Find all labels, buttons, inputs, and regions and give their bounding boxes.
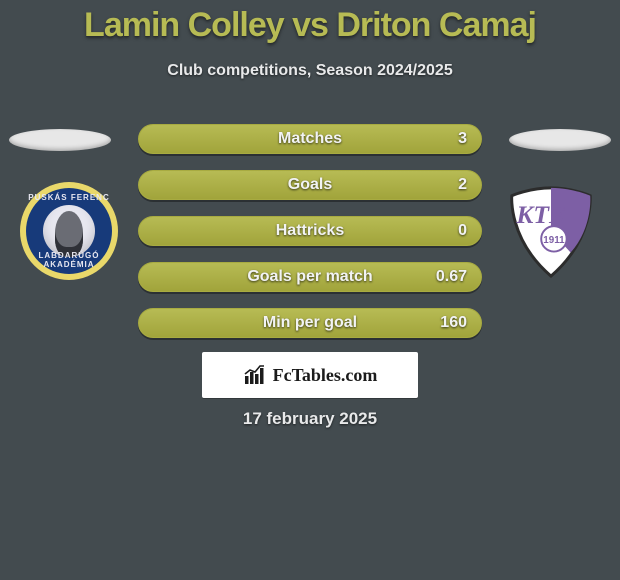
logo-left-portrait	[55, 211, 84, 257]
stat-row: Hattricks 0	[138, 216, 482, 246]
left-pedestal	[9, 129, 111, 151]
logo-left-text-top: PUSKÁS FERENC	[26, 193, 112, 202]
stat-label: Goals per match	[139, 263, 481, 291]
stat-label: Hattricks	[139, 217, 481, 245]
stat-row: Min per goal 160	[138, 308, 482, 338]
logo-left-portrait-bg	[43, 205, 95, 257]
page-title: Lamin Colley vs Driton Camaj	[0, 6, 620, 45]
club-logo-right: KTE 1911	[502, 182, 600, 280]
date-line: 17 february 2025	[0, 409, 620, 429]
stat-row: Goals per match 0.67	[138, 262, 482, 292]
stat-right-value: 0	[458, 217, 467, 245]
stat-label: Matches	[139, 125, 481, 153]
club-logo-left: PUSKÁS FERENC LABDARÚGÓ AKADÉMIA	[20, 182, 118, 280]
brand-text: FcTables.com	[273, 365, 378, 386]
stat-right-value: 2	[458, 171, 467, 199]
stat-right-value: 0.67	[436, 263, 467, 291]
stat-right-value: 160	[440, 309, 467, 337]
right-pedestal	[509, 129, 611, 151]
stat-row: Goals 2	[138, 170, 482, 200]
brand-box: FcTables.com	[202, 352, 418, 398]
comparison-card: Lamin Colley vs Driton Camaj Club compet…	[0, 0, 620, 580]
logo-left-inner-ring: PUSKÁS FERENC LABDARÚGÓ AKADÉMIA	[26, 188, 112, 274]
stat-right-value: 3	[458, 125, 467, 153]
logo-right-letters: KTE	[515, 200, 566, 229]
logo-right-year: 1911	[543, 235, 565, 246]
stat-row: Matches 3	[138, 124, 482, 154]
brand-chart-icon	[243, 364, 267, 386]
stat-bars: Matches 3 Goals 2 Hattricks 0 Goals per …	[138, 124, 482, 354]
logo-left-outer-ring: PUSKÁS FERENC LABDARÚGÓ AKADÉMIA	[20, 182, 118, 280]
logo-right-shield: KTE 1911	[502, 182, 600, 280]
page-subtitle: Club competitions, Season 2024/2025	[0, 62, 620, 80]
stat-label: Min per goal	[139, 309, 481, 337]
stat-label: Goals	[139, 171, 481, 199]
logo-left-text-bottom: LABDARÚGÓ AKADÉMIA	[26, 251, 112, 269]
